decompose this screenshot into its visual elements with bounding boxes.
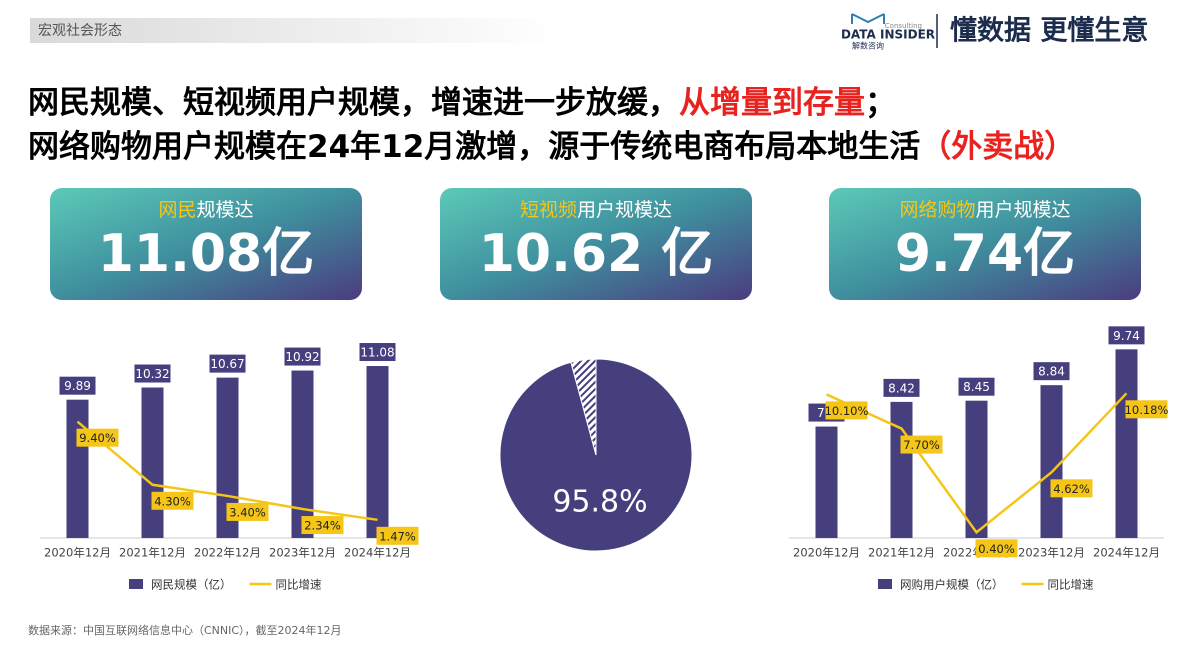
- data-label-bg: [1050, 479, 1093, 498]
- data-label-bg: [151, 491, 194, 510]
- data-label: 8.45: [963, 380, 990, 394]
- bar: [66, 399, 89, 538]
- data-label-bg: [1125, 400, 1168, 419]
- data-label: 9.89: [64, 379, 91, 393]
- card: [50, 188, 362, 300]
- data-label: 1.47%: [379, 529, 416, 543]
- data-label: 10.92: [285, 350, 319, 364]
- legend-label: 同比增速: [276, 578, 322, 592]
- x-tick-label: 2020年12月: [793, 546, 860, 560]
- data-label: 4.30%: [154, 494, 191, 508]
- bar: [1040, 385, 1063, 538]
- card-highlight: 网民: [158, 199, 196, 221]
- data-label: 0.40%: [978, 542, 1015, 556]
- x-tick-label: 2021年12月: [119, 546, 186, 560]
- data-label: 8.42: [888, 381, 915, 395]
- headline: 网络购物用户规模在24年12月激增，源于传统电商布局本地生活（外卖战）: [28, 129, 1075, 165]
- headline-text: 网络购物用户规模在24年12月激增，源于传统电商布局本地生活: [28, 129, 920, 165]
- logo-icon: [851, 13, 885, 24]
- x-tick-label: 2023年12月: [269, 546, 336, 560]
- data-label-bg: [883, 378, 920, 397]
- data-label: 11.08: [360, 346, 394, 360]
- data-label-bg: [825, 401, 868, 420]
- pie-label: 95.8%: [552, 485, 647, 520]
- logo: DATA INSIDER: [841, 28, 935, 42]
- card-highlight: 短视频: [520, 199, 577, 221]
- bar: [890, 401, 913, 538]
- data-label-bg: [59, 376, 96, 395]
- headline-highlight: 从增量到存量: [679, 85, 865, 121]
- data-label: 4.62%: [1053, 482, 1090, 496]
- x-tick-label: 2021年12月: [868, 546, 935, 560]
- x-tick-label: 2023年12月: [1018, 546, 1085, 560]
- line: [76, 420, 378, 522]
- logo-sub: 解数咨询: [852, 41, 884, 51]
- pie-slice: [570, 358, 597, 456]
- card-label: 网络购物用户规模达: [899, 199, 1070, 221]
- card: [829, 188, 1141, 300]
- data-label: 3.40%: [229, 505, 266, 519]
- tag-bg: [30, 18, 560, 43]
- data-label-bg: [359, 343, 396, 362]
- bar: [291, 370, 314, 538]
- data-label-bg: [900, 435, 943, 454]
- data-label-bg: [134, 364, 171, 383]
- bar: [965, 400, 988, 538]
- card-label: 短视频用户规模达: [520, 199, 672, 221]
- legend-label: 网购用户规模（亿）: [900, 578, 1004, 592]
- slogan: 懂数据 更懂生意: [950, 15, 1148, 47]
- card-value: 10.62 亿: [479, 224, 714, 284]
- x-tick-label: 2020年12月: [44, 546, 111, 560]
- data-label-bg: [1108, 326, 1145, 345]
- data-label: 10.32: [135, 367, 169, 381]
- data-label: 10.10%: [825, 404, 869, 418]
- x-tick-label: 2024年12月: [344, 546, 411, 560]
- section-tag: 宏观社会形态: [38, 23, 122, 39]
- data-label: 10.67: [210, 357, 244, 371]
- card-label-text: 用户规模达: [577, 199, 672, 221]
- data-label-bg: [76, 428, 119, 447]
- legend-swatch: [129, 579, 143, 589]
- data-label-bg: [376, 526, 419, 545]
- card-label-text: 用户规模达: [976, 199, 1071, 221]
- data-label: 7.70%: [903, 438, 940, 452]
- data-label: 8.84: [1038, 365, 1065, 379]
- headline-highlight: （外卖战）: [920, 129, 1075, 165]
- data-label-bg: [1033, 362, 1070, 381]
- logo-tag: Consulting: [885, 22, 922, 30]
- data-label-bg: [284, 347, 321, 366]
- data-label-bg: [301, 516, 344, 535]
- bar: [366, 366, 389, 538]
- legend-swatch: [878, 579, 892, 589]
- bar: [1115, 349, 1138, 538]
- legend-label: 网民规模（亿）: [151, 578, 232, 592]
- card-label: 网民规模达: [158, 199, 253, 221]
- data-label-bg: [958, 377, 995, 396]
- card-value: 9.74亿: [895, 224, 1075, 284]
- data-label: 10.18%: [1125, 403, 1169, 417]
- x-tick-label: 2024年12月: [1093, 546, 1160, 560]
- card-highlight: 网络购物: [899, 199, 975, 221]
- bar: [815, 426, 838, 538]
- card-value: 11.08亿: [98, 224, 314, 284]
- headline: 网民规模、短视频用户规模，增速进一步放缓，从增量到存量；: [28, 85, 896, 121]
- data-label-bg: [975, 539, 1018, 558]
- bar: [141, 387, 164, 538]
- data-label-bg: [226, 502, 269, 521]
- source: 数据来源：中国互联网络信息中心（CNNIC），截至2024年12月: [28, 623, 342, 637]
- legend-label: 同比增速: [1048, 578, 1094, 592]
- card: [440, 188, 752, 300]
- card-label-text: 规模达: [197, 199, 254, 221]
- data-label: 2.34%: [304, 519, 341, 533]
- headline-text: ；: [865, 85, 896, 121]
- data-label: 9.74: [1113, 329, 1140, 343]
- line: [825, 392, 1128, 535]
- data-label-bg: [209, 354, 246, 373]
- x-tick-label: 2022年12月: [194, 546, 261, 560]
- data-label: 9.40%: [79, 431, 116, 445]
- headline-text: 网民规模、短视频用户规模，增速进一步放缓，: [28, 85, 679, 121]
